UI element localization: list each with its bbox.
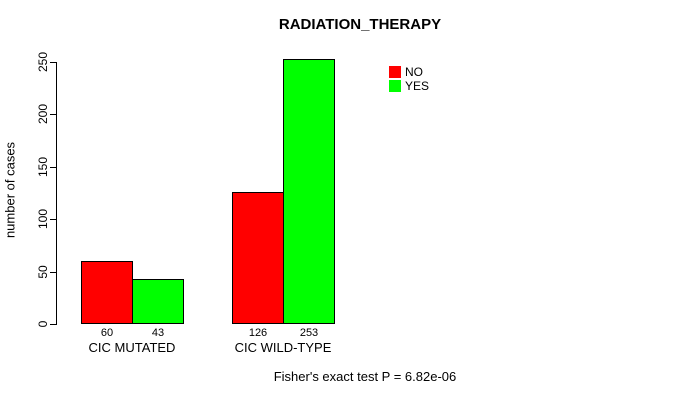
y-tick-label: 200	[36, 103, 50, 125]
legend-label: NO	[405, 65, 423, 79]
y-tick-mark	[50, 62, 56, 63]
y-tick-mark	[50, 167, 56, 168]
legend-swatch-icon	[389, 80, 401, 92]
chart-title: RADIATION_THERAPY	[278, 16, 442, 33]
y-tick-label: 150	[36, 156, 50, 178]
y-tick-label: 50	[36, 265, 50, 279]
legend: NO YES	[389, 65, 429, 93]
legend-item-no: NO	[389, 65, 429, 79]
bar-value-label: 43	[151, 327, 165, 339]
category-label: CIC MUTATED	[88, 340, 176, 355]
bar-yes-group1	[132, 279, 184, 324]
bar-no-group1	[81, 261, 133, 324]
legend-label: YES	[405, 79, 430, 93]
y-axis-line	[56, 62, 57, 325]
y-tick-label: 250	[36, 51, 50, 73]
y-tick-mark	[50, 324, 56, 325]
y-tick-label: 0	[36, 320, 50, 328]
legend-swatch-icon	[389, 66, 401, 78]
bar-no-group2	[232, 192, 284, 324]
category-label: CIC WILD-TYPE	[234, 340, 332, 355]
annotation-fisher-test: Fisher's exact test P = 6.82e-06	[273, 369, 457, 384]
legend-item-yes: YES	[389, 79, 429, 93]
y-tick-mark	[50, 219, 56, 220]
y-tick-mark	[50, 272, 56, 273]
bar-value-label: 253	[299, 327, 319, 339]
y-tick-mark	[50, 114, 56, 115]
y-tick-label: 100	[36, 208, 50, 230]
bar-yes-group2	[283, 59, 335, 324]
bar-value-label: 60	[100, 327, 114, 339]
bar-value-label: 126	[248, 327, 268, 339]
